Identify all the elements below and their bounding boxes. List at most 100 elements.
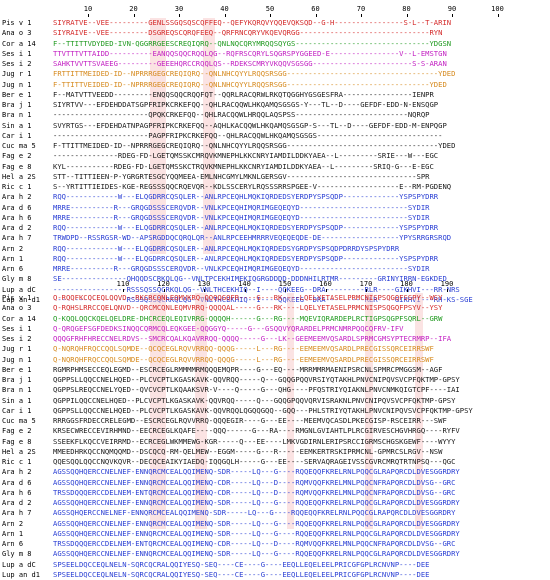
alignment-row: Ara d 6 MRRE----------R---GRQGDSSSCERQVDR…	[0, 203, 550, 213]
sequence-residues: TRWDPD--RSSRGSR-WD--APSRGDDQCQRQLQR--ANL…	[53, 233, 452, 243]
ruler-tick-label: 130	[197, 280, 211, 288]
sequence-residues: SE---------------QHQQDSCRKQLQG--VNLTPCEK…	[53, 274, 447, 284]
ruler-tick	[133, 14, 135, 17]
ruler-tick-label: 140	[238, 280, 251, 288]
sequence-name: Ara d 2	[2, 499, 32, 507]
sequence-name: Ara d 6	[2, 478, 32, 487]
alignment-row: Cuc ma 5 RRRGGSFRDECCRELEGMD--ESCRCEGLRQV…	[0, 416, 550, 426]
ruler-tick-label: 30	[174, 5, 184, 13]
sequence-residues: MMEEDHRKQCCNQMQQMD--DSCQCQ-RM-QELMEW--EG…	[53, 446, 443, 456]
ruler-tick	[285, 289, 286, 292]
sequence-residues: F-TTITTMEIDED-ID--NPRRRGEGCREQIQRQ--QNLN…	[53, 141, 456, 150]
sequence-residues: SVYRTGS---EFDEHDATNPAGPFRIPKCRKEFQQ--AQH…	[53, 120, 447, 130]
sequence-residues: Q-NQRQHFRQCCQQLSQMDE--QCQCEGLRQVVRRQQ-QQ…	[53, 354, 434, 364]
alignment-row: Ara h 2 RQQ------------W---ELQGDRRCQSQLER…	[0, 192, 550, 202]
sequence-name: Pis v 1	[2, 19, 32, 27]
sequence-residues: RRRGGSFRDECCRELEGMD--ESCRCEGLRQVVRRQ-QQQ…	[53, 416, 447, 425]
alignment-row: Arn 6 TRSSDQQQERCCDELNEM-ENTQRCMCEALQQIME…	[0, 539, 550, 549]
alignment-row: Pis v 1 Q-RQQFKCQCEQLQQVD--RKCRCQNLEQMVKR…	[0, 293, 550, 303]
ruler-tick	[244, 289, 246, 292]
conserved-column-highlight	[365, 293, 373, 529]
sequence-rows: Pis v 1 Q-RQQFKCQCEQLQQVD--RKCRCQNLEQMVKR…	[0, 293, 550, 580]
alignment-row: Hel a 2S STT--TITTIEEN-P-YGRGRTESGCYQQMEE…	[0, 172, 550, 182]
alignment-row: Ara d 2 RQQ------------W---ELQGDRRCQSQLER…	[0, 223, 550, 233]
alignment-row: Sin a 1 SVYRTGS---EFDEHDATNPAGPFRIPKCRKEF…	[0, 121, 550, 131]
sequence-residues: MRRE----------R---GRQGDSSSCERQVDR--VNLKP…	[53, 264, 430, 273]
alignment-row: Sin a 1 QGPPILQQCCNELHQED--PLCVCPTLKGASKA…	[0, 396, 550, 406]
alignment-row: Bra n 1 ----------------------QPQKCRKEFQQ…	[0, 110, 550, 120]
alignment-row: Ara h 2 AGSSQQHQERCCNELNEF-ENNQRCMCEALQQI…	[0, 467, 550, 477]
ruler-tick	[163, 289, 165, 292]
sequence-residues: AGSSQQHQERCCNELNEF-ENNQRCMCEALQQIMENQ-SD…	[53, 528, 460, 538]
sequence-name: Ara h 7	[2, 234, 32, 243]
alignment-row: Lup a dC -----------------RSSSQSSQCRKQLQG…	[0, 285, 550, 295]
sequence-residues: KYL-----------RDEG-FD-LGETQMSSKCTRQVKMNE…	[53, 161, 434, 171]
alignment-row: Arn 2 AGSSQQHQERCCNELNEF-ENNQRCMCEALQQIME…	[0, 519, 550, 529]
alignment-row: Gly m 8 SE---------------QHQQDSCRKQLQG--V…	[0, 274, 550, 284]
alignment-row: Jug r 1 FRTTITTMEIDED-ID--NPRRRGEGCREQIQR…	[0, 69, 550, 79]
ruler-tick-label: 170	[359, 280, 373, 288]
sequence-residues: Q-QRQGEFSGFDEDKSINQQCQRMCQLEQKGEE-QQGGYQ…	[53, 323, 404, 333]
ruler-tick	[315, 14, 317, 17]
ruler-tick	[406, 14, 408, 17]
sequence-residues: Q-KQQLQQCKQELQELDRE-DHCRCEQLEQIVRRG-QQQQ…	[53, 313, 443, 323]
alignment-row: Hel a 2S MMEEDHRKQCCNQMQQMD--DSCQCQ-RM-QE…	[0, 447, 550, 457]
sequence-name: Arn 2	[2, 244, 24, 253]
sequence-name: Fag e 8	[2, 437, 32, 446]
sequence-residues: AGSSQQHQERCCNELNEF-ENNQRCMCEALQQIMENQ-SD…	[53, 518, 460, 528]
sequence-residues: ----------------------PAGPFRIPKCRKEFQQ--…	[53, 130, 443, 140]
alignment-row: Ses i 2 QQQGFRHFHRECCNELRDVS--SMCRCQALKQA…	[0, 334, 550, 344]
sequence-name: Arn 1	[2, 254, 24, 263]
sequence-residues: F--MATVTTVEEDD---------ENQQSQQCRQQFQT--Q…	[53, 89, 434, 99]
conserved-column-highlight	[195, 293, 207, 529]
sequence-name: Pis v 1	[2, 294, 32, 302]
alignment-row: Jug n 1 F-TTITTVEIDED-ID--NPRRRGEGCREQIQR…	[0, 80, 550, 90]
sequence-name: Gly m 8	[2, 275, 32, 284]
alignment-row: Fag e 8 SSEEKFLKQCCVEIRRMD--ECRCEGLWKMMEW…	[0, 437, 550, 447]
sequence-name: Sin a 1	[2, 396, 32, 405]
sequence-name: Jug n 1	[2, 80, 32, 89]
sequence-residues: MRRE----------R---GRQGDSSSCERQVDR--VNLKP…	[53, 202, 430, 212]
sequence-name: Bra n 1	[2, 111, 32, 120]
sequence-name: Ara d 2	[2, 224, 32, 232]
sequence-residues: KRSECWRECCEVIRHMND--EECRCEGLKQAFE----QQQ…	[53, 426, 460, 436]
alignment-row: Jug n 1 Q-NQRQHFRQCCQQLSQMDE--QCQCEGLRQVV…	[0, 355, 550, 365]
conserved-column-highlight	[287, 293, 294, 529]
alignment-row: Ber e 1 RGMRPHMSECCEQLEGMD--ESCRCEGLRMMMM…	[0, 365, 550, 375]
ruler-tick	[88, 14, 89, 17]
sequence-name: Bra j 1	[2, 376, 32, 384]
ruler-tick-label: 90	[447, 5, 457, 13]
sequence-residues: FRTTITTMEIDED-ID--NPRRRGEGCREQIQRQ--QNLN…	[53, 69, 456, 79]
ruler-tick-label: 150	[278, 280, 292, 288]
sequence-residues: QGPPSLREQCCNELYQED--QVCVCPTLKQAAKSVR-V--…	[53, 385, 460, 395]
alignment-row: Car i 1 ----------------------PAGPFRIPKCR…	[0, 131, 550, 141]
sequence-residues: AGSSQQHQERCCNELNEF-ENNQRCMCEALQQIMENQ-SD…	[53, 467, 460, 477]
alignment-row: Cuc ma 5 F-TTITTMEIDED-ID--NPRRRGEGCREQIQ…	[0, 141, 550, 151]
ruler-tick	[270, 14, 271, 17]
sequence-name: Car i 1	[2, 406, 32, 415]
alignment-row: Arn 1 AGSSQQHQERCCNELNEF-ENNQRCMCEALQQIME…	[0, 529, 550, 539]
alignment-row: Fag e 2 KRSECWRECCEVIRHMND--EECRCEGLKQAFE…	[0, 426, 550, 436]
sequence-name: Bra n 1	[2, 386, 32, 395]
ruler-tick	[179, 14, 180, 17]
sequence-name: Cuc ma 5	[2, 417, 36, 425]
ruler-tick	[204, 289, 205, 292]
sequence-name: Bra j 1	[2, 101, 32, 109]
ruler-tick-label: 100	[491, 5, 504, 13]
sequence-name: Car i 1	[2, 131, 32, 140]
sequence-residues: RQQ------------W---ELQGDRRCQSQLER--ANLRP…	[53, 192, 439, 202]
conserved-column-highlight	[150, 293, 166, 529]
sequence-residues: AGSSQHQERCCNELNEF-ENNQRCMCEALQQIMENQ-SDR…	[53, 508, 456, 518]
conserved-column-highlight	[203, 18, 215, 254]
sequence-residues: AGSSQQHQERCCNELNEF-ENNQRCMCEALQQIMENQ-CD…	[53, 477, 456, 487]
ruler-tick-label: 120	[157, 280, 170, 288]
alignment-row: Ses i 2 SAHKTVVTTSVAEEG---------GEEEHQRCC…	[0, 59, 550, 69]
alignment-row: Bra j 1 SIYRTVV---EFDEHDDATSGPFRIPKCRKEFQ…	[0, 100, 550, 110]
sequence-residues: RQQ------------W---ELQGDRRCQSQLER--ANLRP…	[53, 243, 400, 253]
sequence-residues: F--TTITTVDYDED-IVN-QGGRRGEESCREQIQRQ--QN…	[53, 38, 452, 48]
alignment-row: Ses i 1 Q-QRQGEFSGFDEDKSINQQCQRMCQLEQKGEE…	[0, 324, 550, 334]
alignment-row: Ara h 6 TRSSDQQQERCCDELNEM-ENTQRCMCEALQQI…	[0, 488, 550, 498]
sequence-residues: RGMRPHMSECCEQLEGMD--ESCRCEGLRMMMMRMQQQEM…	[53, 364, 443, 374]
alignment-row: Ric c 1 QQESQQLQQCCNQVKQVR--DECQCEAIKYIAE…	[0, 457, 550, 467]
sequence-name: Ric c 1	[2, 458, 32, 466]
